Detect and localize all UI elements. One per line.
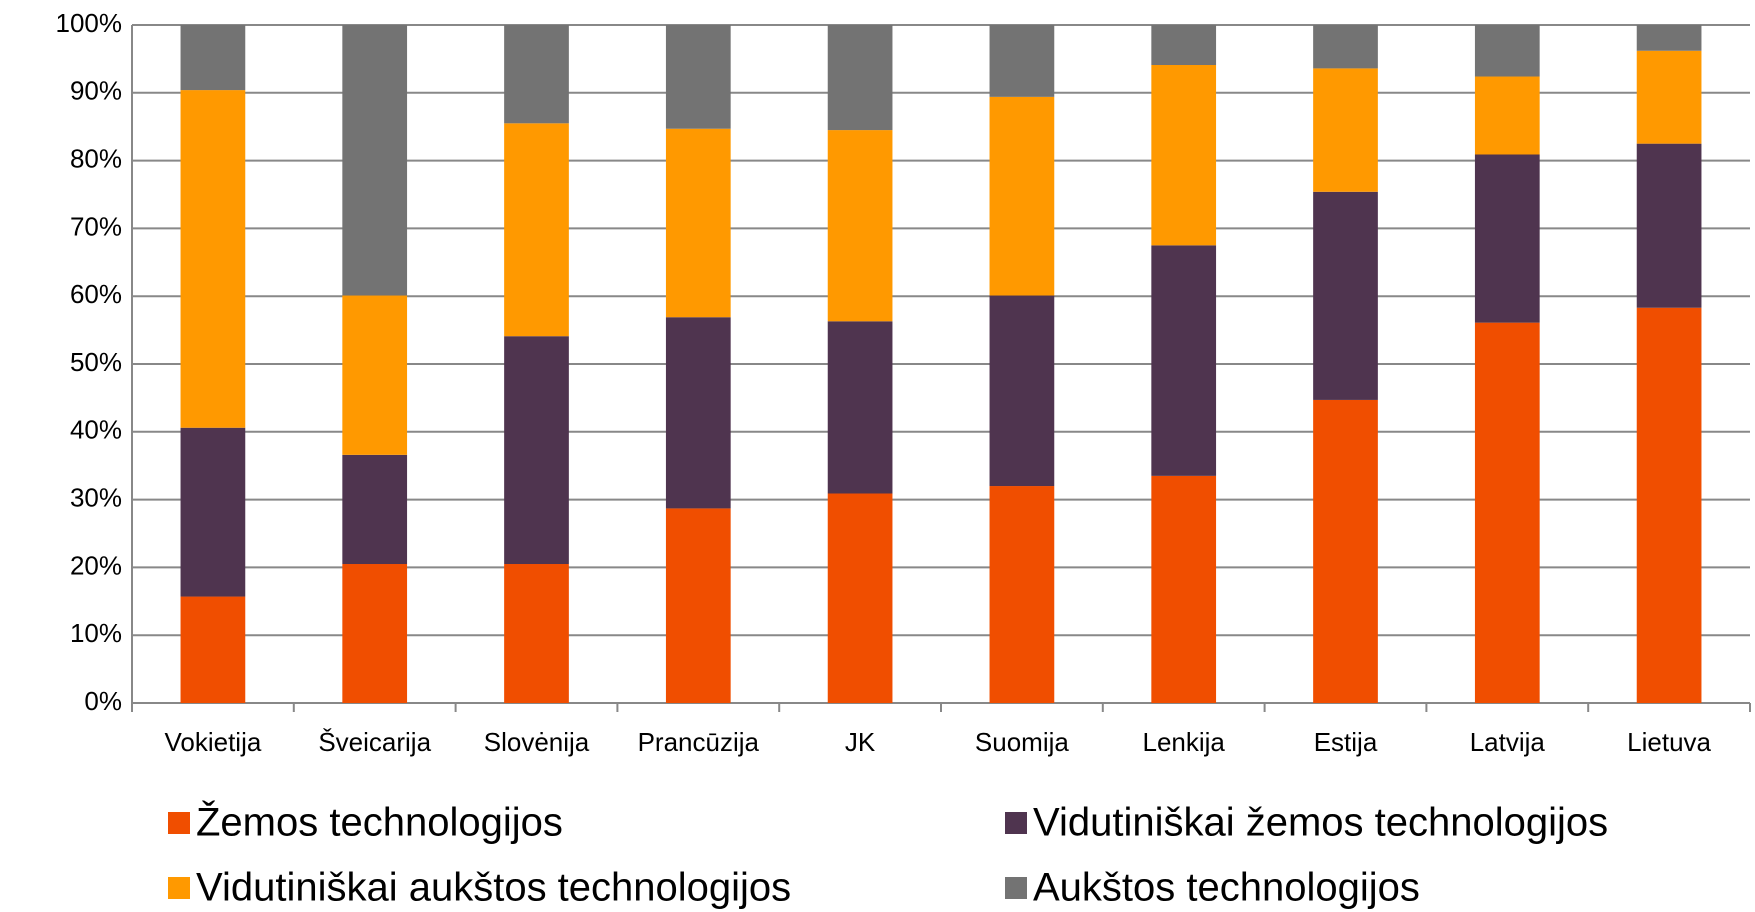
bar-segment [180, 427, 246, 597]
x-tick-label: Slovėnija [484, 727, 590, 757]
bar-segment [827, 493, 893, 703]
x-tick-label: JK [845, 727, 876, 757]
legend-label: Vidutiniškai žemos technologijos [1033, 801, 1608, 845]
y-tick-label: 30% [70, 482, 122, 512]
bar-segment [342, 295, 408, 455]
x-tick-label: Estija [1314, 727, 1378, 757]
bar-segment [342, 454, 408, 565]
legend-swatch [1005, 812, 1027, 834]
bar-segment [504, 123, 569, 337]
y-tick-label: 70% [70, 211, 122, 241]
bar-segment [1313, 191, 1378, 400]
legend-swatch [1005, 877, 1027, 899]
x-tick-label: Prancūzija [638, 727, 760, 757]
bar-segment [1474, 25, 1540, 77]
y-tick-label: 90% [70, 76, 122, 106]
bar-segment [1151, 475, 1217, 703]
bar-segment [1636, 50, 1702, 144]
y-tick-label: 80% [70, 143, 122, 173]
legend-swatch [168, 812, 190, 834]
bar-segment [989, 486, 1055, 703]
bar-segment [1151, 245, 1217, 476]
bar-segment [827, 321, 893, 494]
y-tick-label: 0% [84, 686, 122, 716]
legend-label: Vidutiniškai aukštos technologijos [196, 866, 791, 910]
bar-segment [827, 130, 893, 322]
bar-segment [1151, 65, 1217, 246]
bar-segment [1313, 25, 1378, 69]
bar-segment [1636, 143, 1702, 308]
bar-segment [180, 25, 246, 91]
y-tick-label: 40% [70, 415, 122, 445]
bar-segment [1474, 322, 1540, 703]
y-tick-label: 10% [70, 618, 122, 648]
bar-segment [1474, 154, 1540, 323]
bar-segment [665, 317, 731, 509]
bar-segment [1151, 25, 1217, 66]
y-tick-label: 60% [70, 279, 122, 309]
bar-segment [665, 508, 731, 703]
x-tick-label: Lietuva [1627, 727, 1711, 757]
bar-segment [180, 596, 246, 703]
bar-segment [989, 96, 1055, 296]
bar-segment [504, 564, 569, 703]
bar-segment [1636, 307, 1702, 703]
bar-segment [1313, 68, 1378, 192]
y-tick-label: 100% [56, 8, 123, 38]
y-tick-label: 50% [70, 347, 122, 377]
bar-segment [1636, 25, 1702, 51]
bar-segment [665, 25, 731, 129]
bar-segment [342, 564, 408, 703]
bar-segment [827, 25, 893, 131]
bar-segment [180, 90, 246, 428]
legend-swatch [168, 877, 190, 899]
legend-label: Žemos technologijos [196, 800, 563, 845]
bar-segment [504, 336, 569, 565]
legend-label: Aukštos technologijos [1033, 866, 1420, 910]
bar-segment [1474, 76, 1540, 155]
x-tick-label: Latvija [1470, 727, 1546, 757]
x-tick-label: Šveicarija [318, 727, 431, 757]
bar-segment [342, 25, 408, 296]
bar-segment [504, 25, 569, 124]
bar-segment [1313, 399, 1378, 703]
bar-segment [989, 295, 1055, 487]
x-tick-label: Suomija [975, 727, 1069, 757]
x-tick-label: Vokietija [164, 727, 261, 757]
bar-segment [989, 25, 1055, 97]
x-tick-label: Lenkija [1142, 727, 1225, 757]
bar-segment [665, 128, 731, 318]
y-tick-label: 20% [70, 550, 122, 580]
